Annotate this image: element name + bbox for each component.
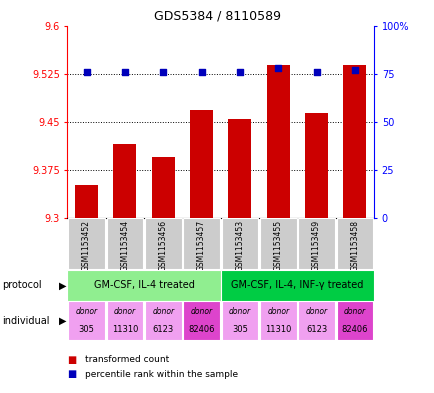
Text: percentile rank within the sample: percentile rank within the sample	[85, 370, 237, 378]
Bar	[343, 65, 365, 218]
Bar	[183, 301, 220, 340]
Bar	[259, 301, 296, 340]
Text: donor: donor	[305, 307, 327, 316]
Text: donor: donor	[343, 307, 365, 316]
Text: ▶: ▶	[59, 280, 67, 290]
Text: GSM1153456: GSM1153456	[158, 220, 168, 271]
Text: ▶: ▶	[59, 316, 67, 326]
Bar	[304, 114, 327, 218]
Text: GM-CSF, IL-4, INF-γ treated: GM-CSF, IL-4, INF-γ treated	[231, 280, 363, 290]
Point	[159, 69, 166, 75]
Text: ■: ■	[67, 354, 76, 365]
Text: 6123: 6123	[152, 325, 174, 334]
Text: 82406: 82406	[188, 325, 214, 334]
Text: donor: donor	[114, 307, 136, 316]
Text: transformed count: transformed count	[85, 355, 169, 364]
Point	[351, 67, 358, 73]
Text: donor: donor	[266, 307, 289, 316]
Bar	[228, 119, 251, 218]
Text: ■: ■	[67, 369, 76, 379]
Point	[236, 69, 243, 75]
Point	[312, 69, 319, 75]
Text: donor: donor	[76, 307, 97, 316]
Point	[121, 69, 128, 75]
Point	[274, 65, 281, 71]
Bar	[183, 218, 220, 269]
Text: GSM1153457: GSM1153457	[197, 220, 206, 271]
Text: 11310: 11310	[264, 325, 291, 334]
Text: 11310: 11310	[112, 325, 138, 334]
Bar	[221, 301, 258, 340]
Bar	[75, 185, 98, 218]
Bar	[221, 218, 258, 269]
Text: 305: 305	[79, 325, 94, 334]
Bar	[298, 218, 334, 269]
Text: 6123: 6123	[305, 325, 326, 334]
Bar	[266, 65, 289, 218]
Text: GDS5384 / 8110589: GDS5384 / 8110589	[154, 10, 280, 23]
Bar	[336, 301, 372, 340]
Bar	[145, 301, 181, 340]
Text: GSM1153458: GSM1153458	[350, 220, 358, 271]
Bar	[68, 218, 105, 269]
Text: GSM1153459: GSM1153459	[311, 220, 320, 271]
Bar	[113, 144, 136, 218]
Bar	[298, 301, 334, 340]
Text: GM-CSF, IL-4 treated: GM-CSF, IL-4 treated	[93, 280, 194, 290]
Text: 82406: 82406	[341, 325, 367, 334]
Point	[197, 69, 204, 75]
Bar	[145, 218, 181, 269]
Bar	[220, 270, 373, 301]
Bar	[259, 218, 296, 269]
Text: 305: 305	[231, 325, 247, 334]
Bar	[106, 301, 143, 340]
Text: GSM1153455: GSM1153455	[273, 220, 282, 271]
Bar	[68, 301, 105, 340]
Bar	[106, 218, 143, 269]
Text: donor: donor	[228, 307, 250, 316]
Text: GSM1153452: GSM1153452	[82, 220, 91, 271]
Bar	[190, 110, 213, 218]
Text: donor: donor	[190, 307, 212, 316]
Bar	[151, 157, 174, 218]
Bar	[67, 270, 220, 301]
Point	[83, 69, 90, 75]
Text: protocol: protocol	[2, 280, 42, 290]
Text: donor: donor	[152, 307, 174, 316]
Text: individual: individual	[2, 316, 49, 326]
Bar	[336, 218, 372, 269]
Text: GSM1153453: GSM1153453	[235, 220, 244, 271]
Text: GSM1153454: GSM1153454	[120, 220, 129, 271]
